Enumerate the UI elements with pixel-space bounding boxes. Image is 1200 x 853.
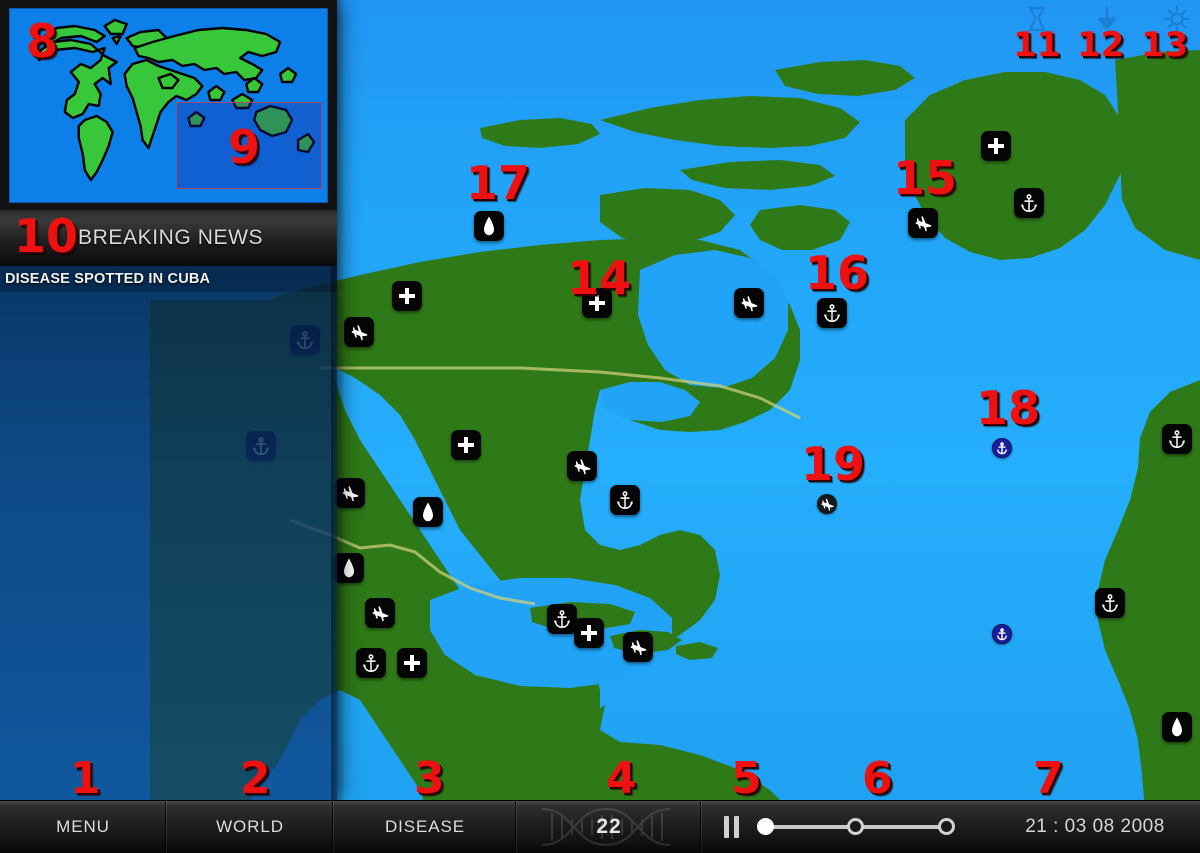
- research-lab-marker[interactable]: [413, 497, 443, 527]
- game-date: 21 : 03 08 2008: [1025, 816, 1165, 837]
- ship-vehicle[interactable]: [992, 624, 1012, 644]
- hospital-marker[interactable]: [574, 618, 604, 648]
- ship-vehicle[interactable]: [992, 438, 1012, 458]
- breaking-news-title: BREAKING NEWS: [78, 226, 264, 249]
- airport-marker[interactable]: [365, 598, 395, 628]
- download-arrow-icon[interactable]: [1090, 2, 1124, 36]
- speed-node-1[interactable]: [757, 818, 774, 835]
- seaport-marker[interactable]: [1095, 588, 1125, 618]
- airport-marker[interactable]: [908, 208, 938, 238]
- airport-marker[interactable]: [623, 632, 653, 662]
- bottom-control-bar: MENU WORLD DISEASE: [0, 800, 1200, 853]
- disease-button[interactable]: DISEASE: [334, 801, 517, 853]
- research-lab-marker[interactable]: [1162, 712, 1192, 742]
- seaport-marker[interactable]: [610, 485, 640, 515]
- pause-button[interactable]: [724, 816, 739, 838]
- world-button-label: WORLD: [216, 817, 284, 836]
- airport-marker[interactable]: [734, 288, 764, 318]
- seaport-marker[interactable]: [1014, 188, 1044, 218]
- plane-vehicle[interactable]: [817, 494, 837, 514]
- hospital-marker[interactable]: [397, 648, 427, 678]
- seaport-marker[interactable]: [817, 298, 847, 328]
- seaport-marker[interactable]: [1162, 424, 1192, 454]
- speed-slider[interactable]: [757, 816, 955, 838]
- dna-icon: [541, 807, 671, 847]
- hourglass-icon[interactable]: [1020, 2, 1054, 36]
- research-lab-marker[interactable]: [474, 211, 504, 241]
- breaking-news-bar[interactable]: BREAKING NEWS: [0, 210, 337, 266]
- minimap-world-svg: [9, 8, 328, 203]
- seaport-marker[interactable]: [547, 604, 577, 634]
- airport-marker[interactable]: [335, 478, 365, 508]
- airport-marker[interactable]: [344, 317, 374, 347]
- top-right-icon-group: [1020, 2, 1194, 36]
- speed-controls: [702, 801, 990, 853]
- dna-points-button[interactable]: 22: [517, 801, 702, 853]
- speed-node-2[interactable]: [847, 818, 864, 835]
- hospital-marker[interactable]: [451, 430, 481, 460]
- research-lab-marker[interactable]: [334, 553, 364, 583]
- world-minimap[interactable]: [0, 0, 337, 210]
- hospital-marker[interactable]: [582, 288, 612, 318]
- menu-button[interactable]: MENU: [0, 801, 167, 853]
- minimap-viewport-rect[interactable]: [176, 101, 322, 190]
- hospital-marker[interactable]: [981, 131, 1011, 161]
- hospital-marker[interactable]: [392, 281, 422, 311]
- breaking-news-headline: DISEASE SPOTTED IN CUBA: [0, 266, 337, 292]
- airport-marker[interactable]: [567, 451, 597, 481]
- disease-button-label: DISEASE: [385, 817, 465, 836]
- world-button[interactable]: WORLD: [167, 801, 334, 853]
- brightness-sun-icon[interactable]: [1160, 2, 1194, 36]
- seaport-marker[interactable]: [356, 648, 386, 678]
- dna-points-value: 22: [596, 815, 622, 838]
- speed-node-3[interactable]: [938, 818, 955, 835]
- menu-button-label: MENU: [56, 817, 110, 836]
